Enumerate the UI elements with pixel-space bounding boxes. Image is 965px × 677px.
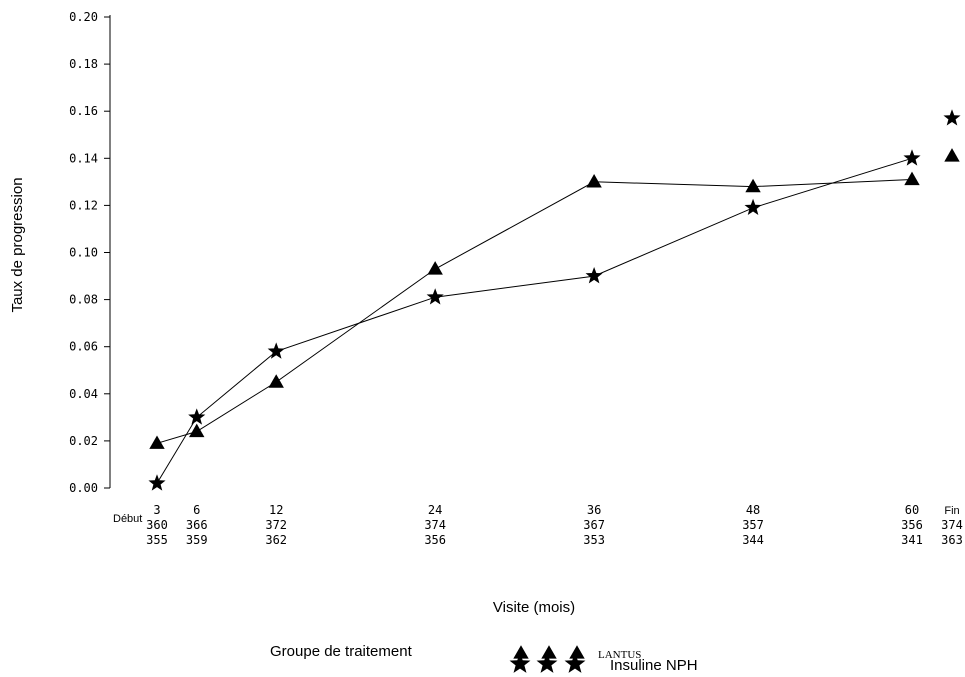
n-count: 362 [265, 533, 287, 547]
data-point-lantus [268, 374, 284, 388]
end-point-lantus [944, 148, 960, 162]
y-axis: 0.00 0.02 0.04 0.06 0.08 0.10 0.12 0.14 0.16 0.18… [69, 10, 111, 495]
x-tick-label: 60 [905, 503, 919, 517]
data-point-nph [744, 198, 762, 216]
data-point-lantus [745, 178, 761, 193]
x-tick-label: 6 [193, 503, 200, 517]
n-count: 366 [186, 518, 208, 532]
y-tick-label: 0.00 [69, 481, 98, 495]
n-count: 363 [941, 533, 963, 547]
y-axis-title: Taux de progression [9, 177, 26, 312]
data-point-lantus [586, 174, 602, 188]
n-count: 356 [901, 518, 923, 532]
x-axis-title: Visite (mois) [493, 599, 575, 616]
legend-marker-nph [564, 653, 586, 673]
y-tick-label: 0.16 [69, 104, 98, 118]
y-tick-label: 0.08 [69, 293, 98, 307]
n-count: 374 [424, 518, 446, 532]
data-point-nph [903, 149, 921, 166]
n-count: 372 [265, 518, 287, 532]
y-tick-label: 0.18 [69, 57, 98, 71]
data-point-lantus [904, 171, 920, 186]
n-count: 357 [742, 518, 764, 532]
n-count: 356 [424, 533, 446, 547]
legend-marker-lantus [569, 645, 585, 659]
end-label: Fin [944, 505, 959, 517]
data-point-nph [267, 342, 285, 359]
legend-marker-lantus [541, 645, 557, 659]
y-tick-label: 0.02 [69, 434, 98, 448]
x-tick-label: 48 [746, 503, 760, 517]
data-point-lantus [189, 423, 205, 438]
y-tick-label: 0.20 [69, 10, 98, 24]
data-point-nph [426, 288, 444, 305]
n-count: 353 [583, 533, 605, 547]
data-point-lantus [427, 261, 443, 275]
y-tick-label: 0.12 [69, 198, 98, 212]
data-point-nph [148, 474, 166, 491]
series-markers [148, 109, 961, 491]
y-tick-label: 0.14 [69, 151, 98, 165]
x-tick-label: 24 [428, 503, 442, 517]
n-count: 359 [186, 533, 208, 547]
legend-title: Groupe de traitement [270, 643, 413, 660]
y-tick-label: 0.10 [69, 246, 98, 260]
legend-marker-lantus [513, 645, 529, 659]
legend-label-nph: Insuline NPH [610, 657, 698, 674]
n-count: 341 [901, 533, 923, 547]
data-point-lantus [149, 435, 165, 449]
x-tick-label: 12 [269, 503, 283, 517]
data-point-nph [585, 267, 603, 284]
y-tick-label: 0.06 [69, 340, 98, 354]
x-tick-label: 3 [153, 503, 160, 517]
x-tick-label: 36 [587, 503, 601, 517]
series-line-lantus [156, 179, 913, 444]
n-count: 360 [146, 518, 168, 532]
n-count: 355 [146, 533, 168, 547]
series-line-nph [156, 157, 913, 484]
n-count: 374 [941, 518, 963, 532]
legend-marker-nph [536, 653, 558, 673]
legend-marker-nph [509, 653, 531, 673]
data-point-nph [188, 408, 206, 425]
series-lines [156, 157, 913, 484]
baseline-label: Début [113, 513, 142, 525]
end-point-nph [943, 109, 961, 126]
n-count: 344 [742, 533, 764, 547]
n-count: 367 [583, 518, 605, 532]
y-tick-label: 0.04 [69, 387, 98, 401]
legend-label-lantus: LANTUS [598, 649, 641, 661]
